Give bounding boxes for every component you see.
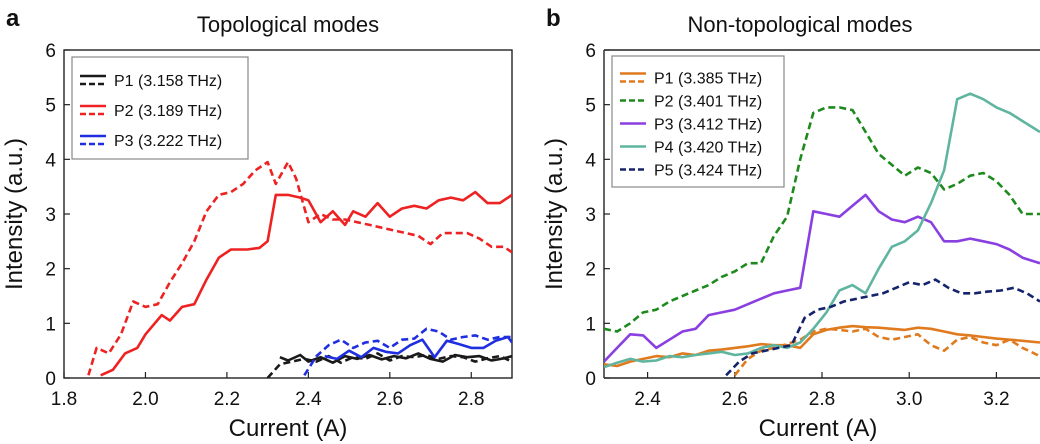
- legend-label: P5 (3.424 THz): [654, 163, 762, 180]
- legend-box: [611, 55, 785, 188]
- legend-entry: P5 (3.424 THz): [620, 163, 762, 180]
- y-tick-label: 4: [45, 150, 56, 171]
- chart-title-b: Non-topological modes: [687, 12, 912, 37]
- chart-title-a: Topological modes: [197, 12, 379, 37]
- legend-b: P1 (3.385 THz) P2 (3.401 THz) P3 (3.412 TH…: [611, 55, 785, 188]
- x-tick-label: 2.8: [458, 389, 484, 410]
- legend-a: P1 (3.158 THz) P2 (3.189 THz) P3 (3.222 TH…: [71, 56, 249, 160]
- y-tick-label: 2: [45, 260, 56, 281]
- legend-label: P4 (3.420 THz): [654, 140, 762, 157]
- series-line-a-3: [100, 190, 512, 377]
- y-tick-label: 1: [585, 314, 596, 335]
- series-line-b-6: [725, 278, 1040, 377]
- x-tick-label: 2.8: [809, 389, 835, 410]
- y-tick-label: 6: [45, 41, 56, 62]
- legend-entry: P4 (3.420 THz): [620, 140, 762, 157]
- series-line-b-3: [604, 106, 1040, 333]
- y-axis-ticks-a: 0 1 2 3 4 5 6: [45, 41, 70, 390]
- legend-box: [71, 56, 249, 160]
- legend-label: P2 (3.401 THz): [654, 94, 762, 111]
- y-tick-label: 0: [585, 369, 596, 390]
- legend-label: P3 (3.412 THz): [654, 117, 762, 134]
- chart-panel-a: a Topological modes 1.8 2.0 2.2 2.4 2.6 2.8 0…: [1, 5, 513, 442]
- x-tick-label: 3.0: [896, 389, 922, 410]
- legend-entry: P2 (3.401 THz): [620, 94, 762, 111]
- legend-label: P1 (3.385 THz): [654, 71, 762, 88]
- panel-letter-b: b: [546, 5, 561, 32]
- series-layer-b: [604, 92, 1040, 377]
- y-tick-label: 5: [45, 96, 56, 117]
- series-line-a-4: [87, 160, 512, 376]
- y-tick-label: 0: [45, 369, 56, 390]
- legend-entry: P1 (3.158 THz): [80, 73, 222, 90]
- x-tick-label: 2.4: [634, 389, 661, 410]
- y-tick-label: 1: [45, 314, 56, 335]
- x-tick-label: 3.2: [983, 389, 1009, 410]
- x-tick-label: 1.8: [51, 389, 77, 410]
- legend-entry: P3 (3.222 THz): [80, 133, 222, 150]
- x-axis-label-b: Current (A): [759, 415, 878, 442]
- series-layer-a: [87, 160, 512, 378]
- y-tick-label: 3: [585, 205, 596, 226]
- y-axis-label-a: Intensity (a.u.): [1, 138, 28, 290]
- y-tick-label: 4: [585, 150, 596, 171]
- series-line-b-4: [604, 193, 1040, 363]
- x-axis-label-a: Current (A): [229, 415, 348, 442]
- series-line-b-5: [604, 92, 1040, 369]
- y-tick-label: 5: [585, 96, 596, 117]
- y-tick-label: 3: [45, 205, 56, 226]
- x-tick-label: 2.4: [295, 389, 322, 410]
- legend-entry: P1 (3.385 THz): [620, 71, 762, 88]
- series-line-a-5: [324, 335, 512, 361]
- y-tick-label: 2: [585, 260, 596, 281]
- y-tick-label: 6: [585, 41, 596, 62]
- series-line-b-2: [733, 327, 1040, 377]
- series-line-a-6: [303, 327, 512, 376]
- series-line-b-1: [604, 324, 1040, 368]
- series-line-a-2: [266, 352, 512, 378]
- legend-label: P2 (3.189 THz): [114, 103, 222, 120]
- legend-label: P3 (3.222 THz): [114, 133, 222, 150]
- x-tick-label: 2.0: [132, 389, 158, 410]
- panel-letter-a: a: [6, 5, 20, 32]
- x-axis-ticks-a: 1.8 2.0 2.2 2.4 2.6 2.8: [51, 372, 484, 410]
- legend-label: P1 (3.158 THz): [114, 73, 222, 90]
- legend-entry: P3 (3.412 THz): [620, 117, 762, 134]
- x-tick-label: 2.6: [377, 389, 403, 410]
- x-tick-label: 2.2: [214, 389, 240, 410]
- x-axis-ticks-b: 2.4 2.6 2.8 3.0 3.2: [634, 372, 1010, 410]
- y-axis-ticks-b: 0 1 2 3 4 5 6: [585, 41, 610, 390]
- x-tick-label: 2.6: [722, 389, 748, 410]
- y-axis-label-b: Intensity (a.u.): [541, 138, 568, 290]
- chart-panel-b: b Non-topological modes 2.4 2.6 2.8 3.0 3.2 …: [541, 5, 1040, 442]
- legend-entry: P2 (3.189 THz): [80, 103, 222, 120]
